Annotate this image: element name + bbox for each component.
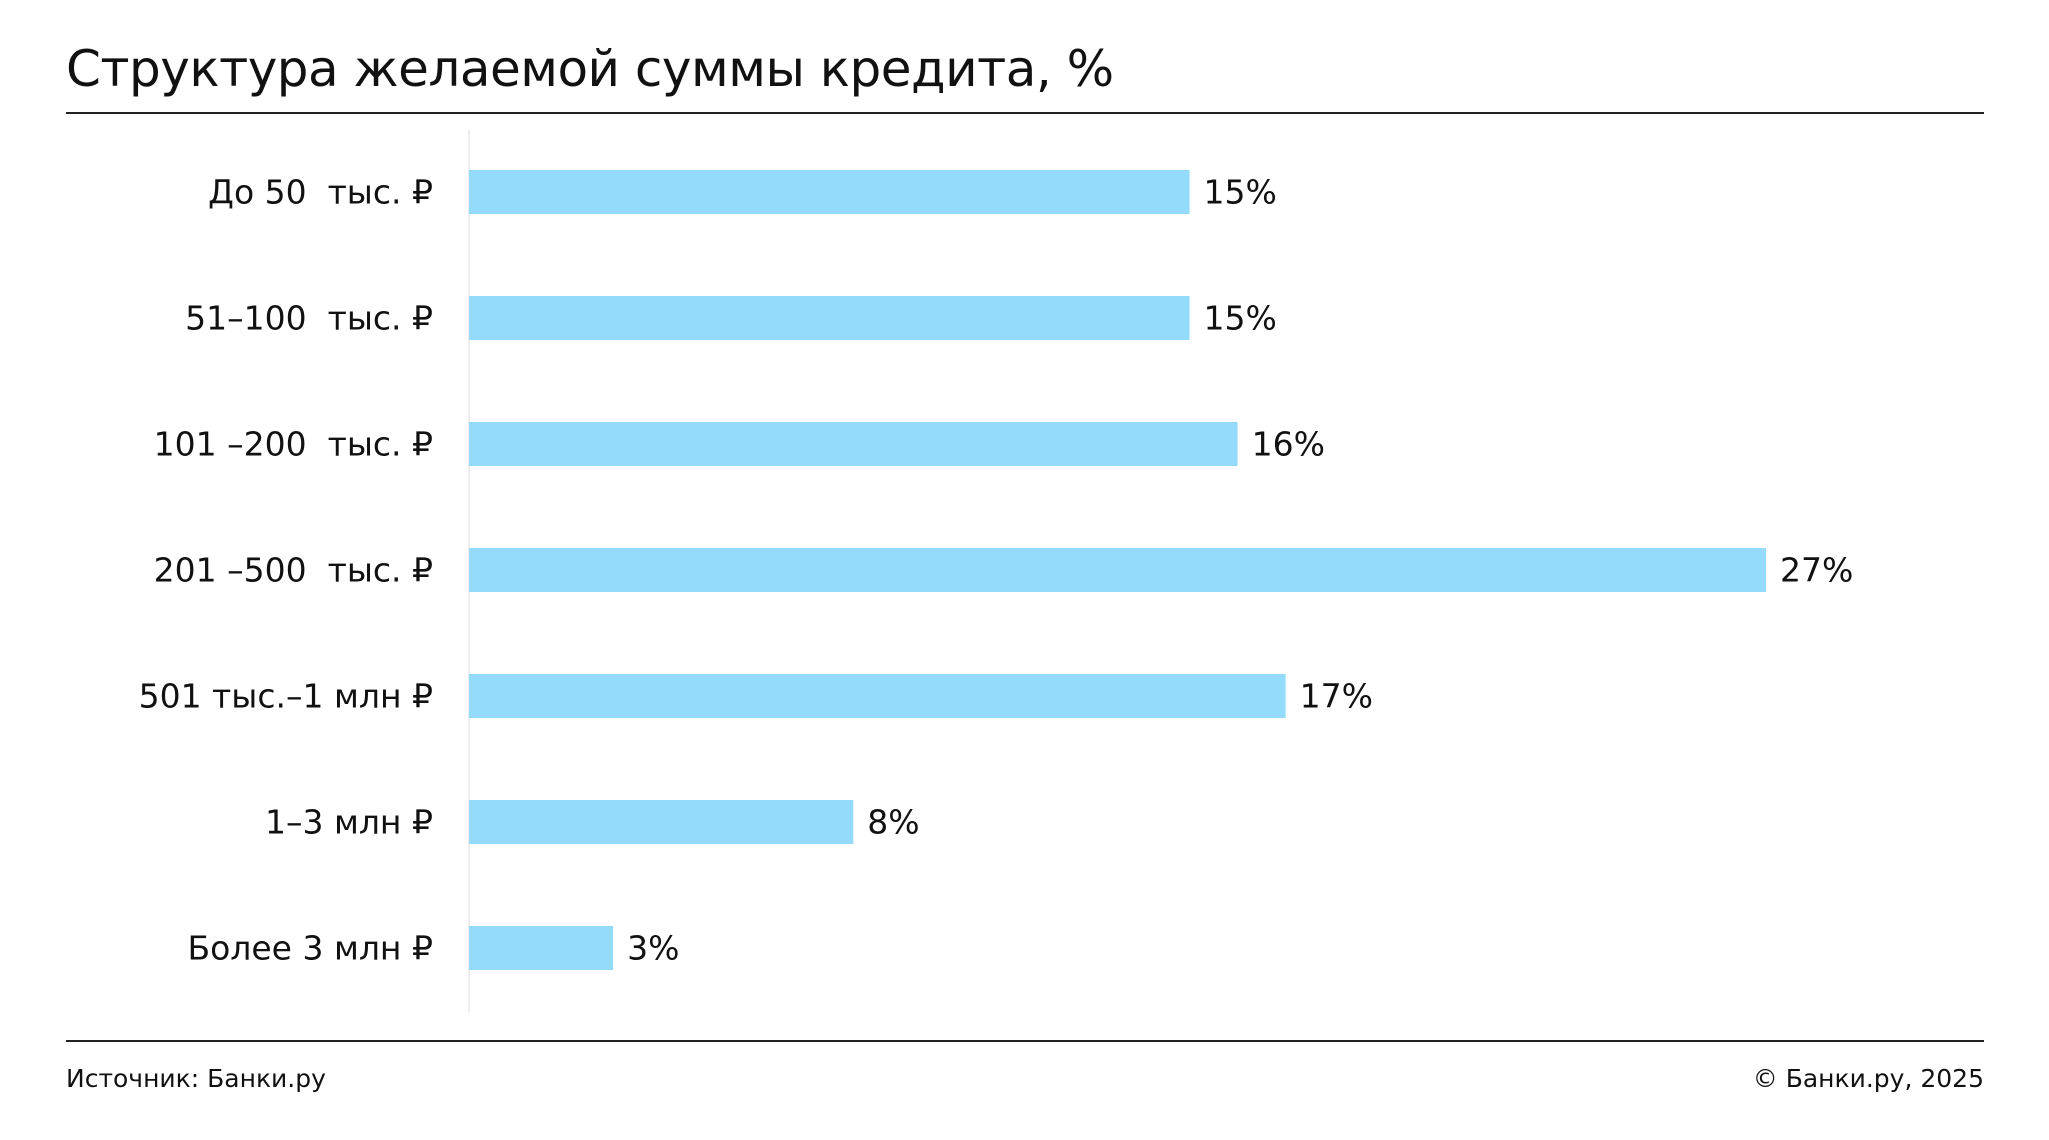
data-label: 17%	[1300, 677, 1373, 716]
category-label: 101 –200 тыс. ₽	[154, 425, 433, 464]
bar	[469, 548, 1766, 592]
category-label: 501 тыс.–1 млн ₽	[139, 677, 433, 716]
bar	[469, 296, 1190, 340]
data-label: 15%	[1204, 299, 1277, 338]
bar	[469, 422, 1238, 466]
bar	[469, 800, 854, 844]
category-label: 1–3 млн ₽	[265, 803, 433, 842]
data-label: 27%	[1780, 551, 1853, 590]
data-label: 16%	[1252, 425, 1325, 464]
bar	[469, 674, 1286, 718]
data-label: 3%	[627, 929, 679, 968]
category-label: 201 –500 тыс. ₽	[154, 551, 433, 590]
copyright-note: © Банки.ру, 2025	[1752, 1064, 1984, 1093]
category-label: 51–100 тыс. ₽	[185, 299, 433, 338]
chart-title: Структура желаемой суммы кредита, %	[66, 40, 1114, 98]
bar	[469, 170, 1190, 214]
bottom-divider	[66, 1040, 1984, 1042]
bar	[469, 926, 614, 970]
category-label: Более 3 млн ₽	[187, 929, 433, 968]
data-label: 8%	[867, 803, 919, 842]
source-note: Источник: Банки.ру	[66, 1064, 326, 1093]
category-label: До 50 тыс. ₽	[208, 173, 433, 212]
data-label: 15%	[1204, 173, 1277, 212]
top-divider	[66, 112, 1984, 114]
bar-chart: До 50 тыс. ₽ 51–100 тыс. ₽ 101 –200 тыс. ₽…	[139, 130, 1853, 1012]
